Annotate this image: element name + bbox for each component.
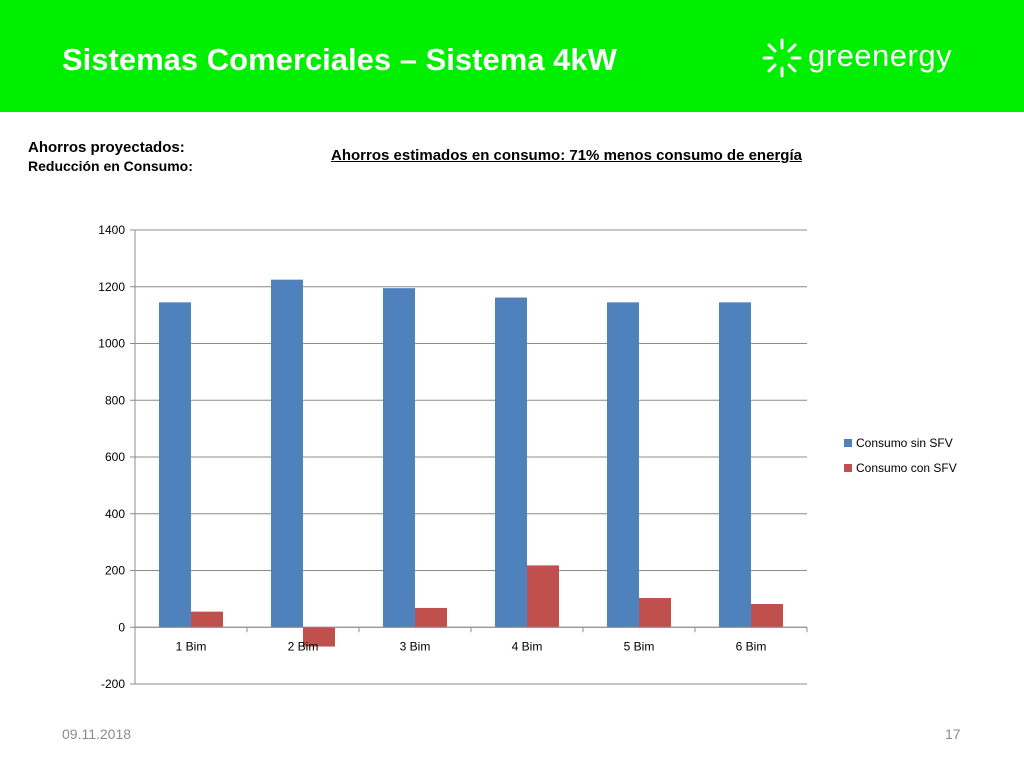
header-bar: Sistemas Comerciales – Sistema 4kW green… <box>0 0 1024 112</box>
bar-con-sfv-4 <box>527 565 559 628</box>
y-tick-label: 1400 <box>98 223 125 237</box>
x-tick-label: 4 Bim <box>512 639 543 653</box>
y-tick-label: -200 <box>101 677 125 691</box>
chart-title: Ahorros estimados en consumo: 71% menos … <box>331 147 802 164</box>
bar-con-sfv-6 <box>751 603 783 628</box>
x-tick-label: 1 Bim <box>176 639 207 653</box>
legend-swatch <box>844 439 852 447</box>
y-tick-label: 1000 <box>98 337 125 351</box>
y-tick-label: 1200 <box>98 280 125 294</box>
footer-date: 09.11.2018 <box>62 726 132 742</box>
bar-sin-sfv-2 <box>271 279 303 628</box>
ahorros-label: Ahorros proyectados: <box>28 139 185 156</box>
bar-sin-sfv-5 <box>607 302 639 628</box>
bar-sin-sfv-4 <box>495 297 527 628</box>
x-tick-label: 2 Bim <box>288 639 319 653</box>
reduccion-label: Reducción en Consumo: <box>28 158 193 174</box>
y-tick-label: 0 <box>118 620 125 634</box>
page-number: 17 <box>945 726 961 742</box>
y-tick-label: 600 <box>105 450 125 464</box>
bar-con-sfv-3 <box>415 607 447 628</box>
x-tick-label: 3 Bim <box>400 639 431 653</box>
x-tick-label: 6 Bim <box>736 639 767 653</box>
x-tick-label: 5 Bim <box>624 639 655 653</box>
legend-label: Consumo sin SFV <box>856 436 953 450</box>
y-tick-label: 400 <box>105 507 125 521</box>
sun-icon <box>762 38 802 78</box>
bar-sin-sfv-3 <box>383 288 415 628</box>
bar-con-sfv-2 <box>303 627 335 647</box>
bar-con-sfv-1 <box>191 611 223 628</box>
bar-sin-sfv-1 <box>159 302 191 628</box>
logo-text: greenergy <box>808 38 953 73</box>
legend-swatch <box>844 464 852 472</box>
bar-sin-sfv-6 <box>719 302 751 628</box>
y-tick-label: 800 <box>105 393 125 407</box>
y-tick-label: 200 <box>105 564 125 578</box>
bar-con-sfv-5 <box>639 598 671 628</box>
slide-title: Sistemas Comerciales – Sistema 4kW <box>62 42 617 77</box>
legend-label: Consumo con SFV <box>856 461 957 475</box>
